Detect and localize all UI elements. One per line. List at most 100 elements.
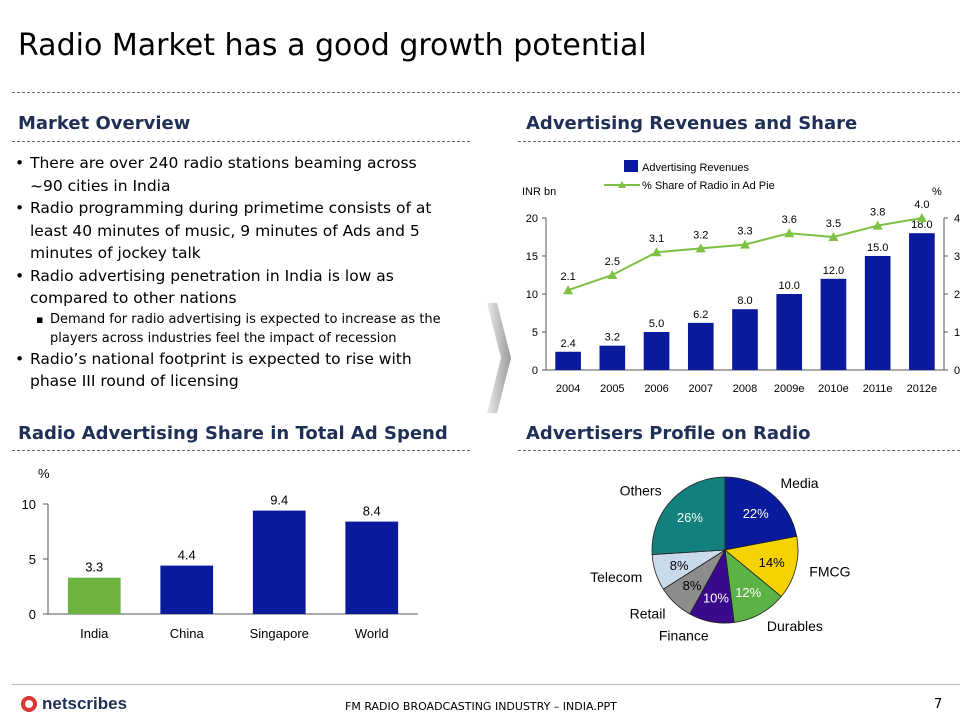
pie-value-label: 22%: [743, 506, 769, 521]
share-bar-label: 8.4: [363, 504, 381, 519]
share-bar: [345, 521, 399, 614]
pie-category-label: Durables: [767, 618, 823, 634]
section-divider: [12, 450, 470, 451]
share-label: 2.1: [560, 271, 575, 283]
revenue-bar: [643, 332, 670, 370]
revenue-bar: [776, 294, 803, 370]
share-marker: [740, 239, 750, 249]
ad-share-chart: % 0 5 10 India China Singapore World 3.3 4.4 9.4…: [22, 466, 418, 641]
ad-revenue-chart: Advertising Revenues % Share of Radio in…: [522, 160, 960, 395]
legend-share: % Share of Radio in Ad Pie: [642, 180, 775, 192]
share-marker: [784, 228, 795, 238]
revenue-bar: [820, 278, 847, 370]
legend-revenue: Advertising Revenues: [642, 162, 750, 174]
share-label: 2.5: [605, 256, 620, 268]
profile-heading: Advertisers Profile on Radio: [526, 423, 811, 444]
y2-tick-label: 2: [954, 289, 960, 301]
revenue-bar: [555, 351, 581, 370]
section-divider: [518, 450, 960, 451]
section-divider: [12, 141, 470, 142]
y-axis-unit: %: [38, 466, 50, 481]
bullet-stations: There are over 240 radio stations beamin…: [14, 152, 454, 197]
y2-tick-label: 0: [954, 365, 960, 377]
y-tick-label: 5: [29, 552, 36, 567]
share-label: 3.8: [870, 207, 885, 219]
share-bar: [160, 565, 214, 614]
revenue-bar-label: 5.0: [649, 318, 664, 330]
pie-category-label: Retail: [630, 605, 666, 621]
pie-value-label: 14%: [759, 555, 785, 570]
advertisers-profile-pie: 22% Media 14% FMCG 12% Durables 10% Finance 8% Re…: [590, 475, 850, 643]
revenue-bar: [909, 233, 935, 370]
revenue-bar-label: 2.4: [560, 338, 575, 350]
logo-icon: [21, 696, 37, 712]
pie-category-label: Media: [780, 475, 818, 491]
share-marker: [695, 243, 706, 253]
y-tick-label: 5: [532, 327, 538, 339]
x-tick-label: 2008: [733, 383, 757, 395]
share-label: 3.1: [649, 233, 664, 245]
pie-value-label: 10%: [703, 590, 729, 605]
x-tick-label: 2004: [556, 383, 580, 395]
y-tick-label: 10: [22, 497, 36, 512]
y2-tick-label: 1: [954, 327, 960, 339]
pie-category-label: Telecom: [590, 569, 642, 585]
x-tick-label: China: [170, 626, 205, 641]
page-number: 7: [934, 697, 943, 712]
share-label: 3.6: [782, 214, 797, 226]
revenue-bar-label: 8.0: [737, 295, 752, 307]
x-tick-label: 2010e: [818, 383, 849, 395]
revenue-bar-label: 18.0: [911, 219, 932, 231]
share-label: 3.5: [826, 218, 841, 230]
x-tick-label: 2009e: [774, 383, 805, 395]
x-tick-label: 2006: [644, 383, 668, 395]
share-label: 4.0: [914, 199, 929, 211]
revenue-bar: [599, 345, 626, 370]
revenue-bar-label: 15.0: [867, 242, 888, 254]
x-tick-label: 2007: [689, 383, 713, 395]
share-bar: [252, 510, 306, 614]
market-overview-heading: Market Overview: [18, 113, 191, 134]
pie-slice: [724, 535, 799, 598]
netscribes-logo: netscribes: [20, 694, 127, 714]
x-tick-label: 2005: [600, 383, 624, 395]
y-axis-unit: INR bn: [522, 186, 556, 198]
pie-value-label: 8%: [670, 558, 689, 573]
y-tick-label: 15: [526, 251, 538, 263]
page-title: Radio Market has a good growth potential: [18, 28, 647, 63]
y2-tick-label: 4: [954, 213, 960, 225]
y-tick-label: 20: [526, 213, 538, 225]
pie-category-label: Others: [620, 482, 662, 498]
x-tick-label: 2011e: [863, 383, 893, 395]
revenue-bar-label: 10.0: [779, 280, 800, 292]
pie-value-label: 8%: [683, 578, 702, 593]
bullet-penetration: Radio advertising penetration in India i…: [14, 265, 454, 310]
market-overview-list: There are over 240 radio stations beamin…: [14, 152, 454, 393]
bullet-footprint: Radio’s national footprint is expected t…: [14, 348, 454, 393]
revenue-bar-label: 12.0: [823, 265, 844, 277]
ad-revenue-heading: Advertising Revenues and Share: [526, 113, 858, 134]
y-tick-label: 0: [29, 607, 36, 622]
share-marker: [651, 247, 662, 257]
revenue-bar: [732, 309, 758, 370]
share-marker: [563, 285, 574, 295]
ad-share-heading: Radio Advertising Share in Total Ad Spen…: [18, 423, 448, 444]
share-bar-label: 3.3: [85, 560, 103, 575]
share-bar: [67, 577, 121, 614]
revenue-bar: [864, 256, 891, 370]
share-bar-label: 9.4: [270, 493, 288, 508]
legend-swatch-revenue: [624, 160, 638, 172]
bullet-programming: Radio programming during primetime consi…: [14, 197, 454, 265]
y2-axis-unit: %: [932, 186, 942, 198]
logo-text: netscribes: [42, 694, 128, 713]
pie-value-label: 12%: [735, 585, 761, 600]
revenue-bar-label: 3.2: [605, 332, 620, 344]
share-label: 3.3: [737, 226, 752, 238]
x-tick-label: World: [355, 626, 389, 641]
footer-title: FM RADIO BROADCASTING INDUSTRY – INDIA.P…: [345, 700, 617, 713]
legend-marker-share: [618, 181, 626, 188]
chevron-arrow-icon: [487, 303, 511, 413]
section-divider: [518, 141, 960, 142]
pie-category-label: Finance: [659, 627, 709, 643]
y-tick-label: 0: [532, 365, 538, 377]
